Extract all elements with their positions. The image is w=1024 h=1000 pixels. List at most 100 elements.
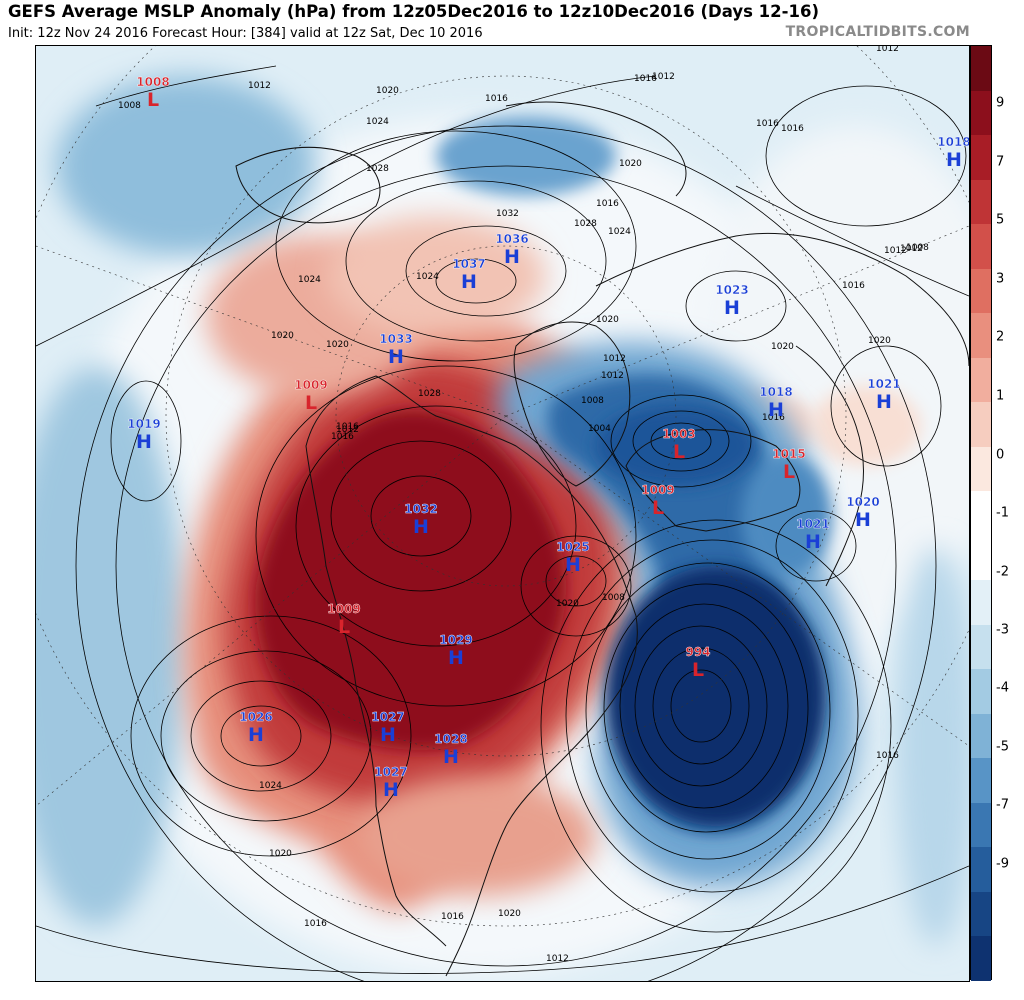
center-pressure-value: 1009 xyxy=(641,483,674,497)
colorbar-segment xyxy=(971,46,991,92)
map-subtitle: Init: 12z Nov 24 2016 Forecast Hour: [38… xyxy=(8,26,483,41)
colorbar-tick-label: 3 xyxy=(996,271,1005,287)
center-pressure-value: 1003 xyxy=(662,427,695,441)
center-letter: H xyxy=(383,779,399,801)
center-letter: L xyxy=(783,461,795,483)
isobar-label: 1020 xyxy=(498,909,521,919)
isobar-label: 1016 xyxy=(876,751,899,761)
isobar-label: 1020 xyxy=(596,315,619,325)
isobar-label: 1016 xyxy=(762,413,785,423)
isobar-label: 1012 xyxy=(884,246,907,256)
isobar-label: 1028 xyxy=(574,219,597,229)
isobar-label: 1016 xyxy=(304,919,327,929)
center-letter: L xyxy=(673,441,685,463)
isobar-label: 1028 xyxy=(366,164,389,174)
colorbar-tick-label: -4 xyxy=(996,680,1009,696)
center-pressure-value: 1018 xyxy=(937,135,969,149)
isobar-label: 1020 xyxy=(556,599,579,609)
center-pressure-value: 1021 xyxy=(796,517,829,531)
center-pressure-value: 1033 xyxy=(379,332,412,346)
center-pressure-value: 1018 xyxy=(759,385,792,399)
center-letter: H xyxy=(443,746,459,768)
map-title: GEFS Average MSLP Anomaly (hPa) from 12z… xyxy=(8,2,819,21)
isobar-label: 1012 xyxy=(603,354,626,364)
center-pressure-value: 1032 xyxy=(404,502,437,516)
isobar-label: 1020 xyxy=(269,849,292,859)
center-letter: H xyxy=(768,399,784,421)
center-pressure-value: 1026 xyxy=(239,710,272,724)
center-letter: H xyxy=(724,297,740,319)
center-letter: H xyxy=(413,516,429,538)
colorbar-tick-label: -3 xyxy=(996,622,1009,638)
pressure-center-layer: 1008L1037H1036H1033H1009L1019H1032H1025H… xyxy=(127,75,969,801)
colorbar-tick-label: 0 xyxy=(996,447,1005,463)
center-pressure-value: 1015 xyxy=(772,447,805,461)
center-letter: H xyxy=(565,554,581,576)
colorbar-tick-label: -9 xyxy=(996,856,1009,872)
colorbar-segment xyxy=(971,936,991,982)
center-pressure-value: 1019 xyxy=(127,417,160,431)
colorbar-segment xyxy=(971,891,991,937)
isobar-label: 1016 xyxy=(596,199,619,209)
colorbar-segment xyxy=(971,802,991,848)
colorbar-segment xyxy=(971,624,991,670)
isobar-label: 1028 xyxy=(418,389,441,399)
isobar-label: 1012 xyxy=(876,46,899,54)
anomaly-shading xyxy=(36,46,969,981)
colorbar-segment xyxy=(971,847,991,893)
colorbar-segment xyxy=(971,402,991,448)
colorbar-segment xyxy=(971,90,991,136)
center-letter: H xyxy=(855,509,871,531)
center-pressure-value: 1027 xyxy=(371,710,404,724)
center-letter: H xyxy=(248,724,264,746)
isobar-label: 1016 xyxy=(485,94,508,104)
center-pressure-value: 1037 xyxy=(452,257,485,271)
isobar-label: 1024 xyxy=(259,781,282,791)
isobar-label: 1024 xyxy=(608,227,631,237)
isobar-label: 1016 xyxy=(634,74,657,84)
center-pressure-value: 1025 xyxy=(556,540,589,554)
center-letter: H xyxy=(448,647,464,669)
isobar-label: 1020 xyxy=(868,336,891,346)
isobar-label: 1008 xyxy=(602,593,625,603)
center-pressure-value: 1036 xyxy=(495,232,528,246)
center-letter: H xyxy=(380,724,396,746)
center-letter: L xyxy=(147,89,159,111)
colorbar-segment xyxy=(971,535,991,581)
isobar-label: 1012 xyxy=(900,244,923,254)
center-letter: H xyxy=(388,346,404,368)
center-letter: L xyxy=(338,616,350,638)
center-pressure-value: 1023 xyxy=(715,283,748,297)
center-letter: L xyxy=(692,659,704,681)
colorbar xyxy=(970,45,992,982)
colorbar-tick-label: -1 xyxy=(996,505,1009,521)
center-letter: H xyxy=(805,531,821,553)
colorbar-segment xyxy=(971,446,991,492)
isobar-label: 1012 xyxy=(652,72,675,82)
colorbar-tick-label: 5 xyxy=(996,212,1005,228)
isobar-contours xyxy=(36,65,969,981)
colorbar-segment xyxy=(971,491,991,537)
graticule xyxy=(36,46,969,927)
colorbar-tick-label: -5 xyxy=(996,739,1009,755)
isobar-label: 1020 xyxy=(326,340,349,350)
colorbar-segment xyxy=(971,580,991,626)
center-letter: H xyxy=(946,149,962,171)
colorbar-segment xyxy=(971,179,991,225)
colorbar-segment xyxy=(971,224,991,270)
colorbar-tick-label: -2 xyxy=(996,564,1009,580)
isobar-label: 1020 xyxy=(771,342,794,352)
isobar-label: 1008 xyxy=(906,243,929,253)
